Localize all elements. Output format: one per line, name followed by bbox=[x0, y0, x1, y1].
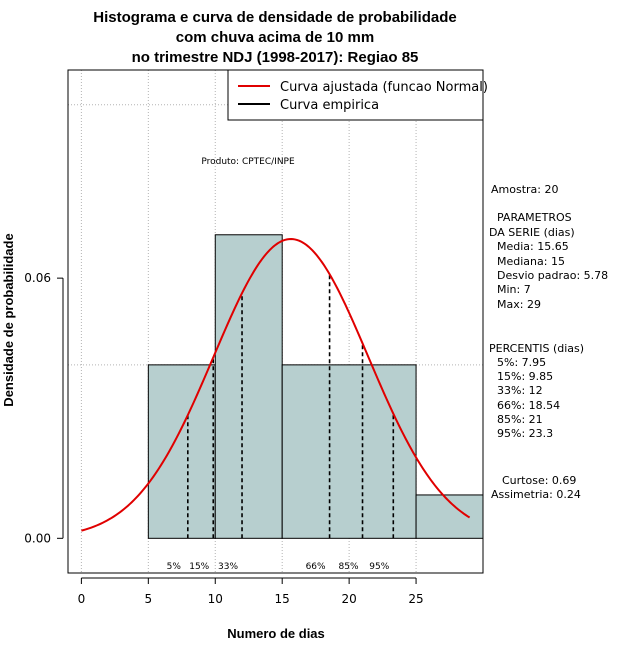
x-axis-label: Numero de dias bbox=[227, 626, 325, 641]
x-tick-label: 10 bbox=[208, 592, 223, 606]
percentile-label: 33% bbox=[218, 562, 238, 572]
stat-min: Min: 7 bbox=[497, 283, 531, 296]
histogram-bars bbox=[147, 234, 484, 539]
stat-p85: 85%: 21 bbox=[497, 413, 543, 426]
normal-curve-layer bbox=[81, 238, 471, 532]
legend: Curva ajustada (funcao Normal) Curva emp… bbox=[227, 69, 488, 121]
axes: 0 5 10 15 20 25 0.00 0.06 bbox=[24, 271, 423, 606]
stat-curtose: Curtose: 0.69 bbox=[502, 474, 576, 487]
stat-p5: 5%: 7.95 bbox=[497, 356, 546, 369]
stat-media: Media: 15.65 bbox=[497, 240, 569, 253]
x-tick-label: 25 bbox=[408, 592, 423, 606]
x-tick-label: 20 bbox=[341, 592, 356, 606]
x-tick-label: 15 bbox=[275, 592, 290, 606]
y-axis-label: Densidade de probabilidade bbox=[1, 233, 16, 406]
x-tick-label: 0 bbox=[78, 592, 86, 606]
legend-box bbox=[227, 69, 484, 121]
histogram-bar bbox=[214, 234, 283, 539]
percentile-label: 95% bbox=[369, 562, 389, 572]
chart-title-line-1: Histograma e curva de densidade de proba… bbox=[93, 9, 456, 26]
stat-p66: 66%: 18.54 bbox=[497, 399, 560, 412]
stats-panel: Amostra: 20 PARAMETROS DA SERIE (dias) M… bbox=[489, 183, 608, 501]
stat-p95: 95%: 23.3 bbox=[497, 427, 553, 440]
chart-title-line-3: no trimestre NDJ (1998-2017): Regiao 85 bbox=[132, 49, 419, 66]
stat-p15: 15%: 9.85 bbox=[497, 370, 553, 383]
stat-desvio: Desvio padrao: 5.78 bbox=[497, 269, 608, 282]
percentile-label: 85% bbox=[339, 562, 359, 572]
credit-text: Produto: CPTEC/INPE bbox=[201, 157, 295, 167]
percentile-label: 5% bbox=[167, 562, 182, 572]
chart-title-line-2: com chuva acima de 10 mm bbox=[176, 29, 374, 46]
percentile-lines: 5% 15% 33% 66% 85% 95% bbox=[167, 274, 395, 572]
percentile-label: 66% bbox=[306, 562, 326, 572]
legend-label-fit: Curva ajustada (funcao Normal) bbox=[280, 80, 488, 95]
stat-p33: 33%: 12 bbox=[497, 384, 543, 397]
stat-percentis-title: PERCENTIS (dias) bbox=[489, 342, 584, 355]
stat-assimetria: Assimetria: 0.24 bbox=[491, 488, 581, 501]
y-tick-label: 0.06 bbox=[24, 271, 51, 285]
stat-params-title-1: PARAMETROS bbox=[497, 211, 572, 224]
x-tick-label: 5 bbox=[145, 592, 153, 606]
y-tick-label: 0.00 bbox=[24, 531, 51, 545]
stat-params-title-2: DA SERIE (dias) bbox=[489, 226, 575, 239]
normal-curve bbox=[81, 238, 471, 532]
stat-max: Max: 29 bbox=[497, 298, 541, 311]
histogram-bar bbox=[147, 364, 216, 539]
histogram-bar bbox=[415, 494, 484, 539]
percentile-label: 15% bbox=[189, 562, 209, 572]
legend-label-empirical: Curva empirica bbox=[280, 98, 379, 113]
stat-sample: Amostra: 20 bbox=[491, 183, 558, 196]
histogram-bar bbox=[281, 364, 417, 539]
stat-mediana: Mediana: 15 bbox=[497, 255, 565, 268]
